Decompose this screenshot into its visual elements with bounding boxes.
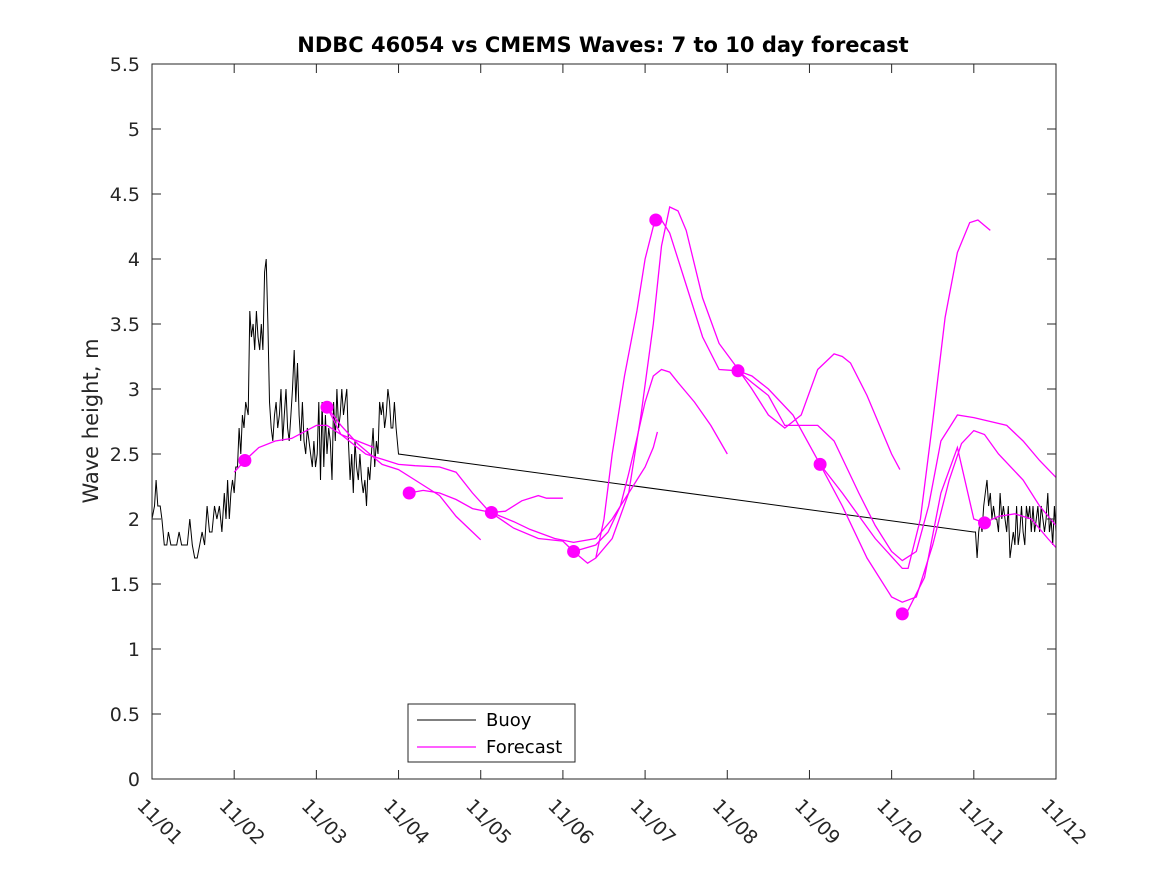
buoy-series-line bbox=[151, 258, 1057, 559]
forecast-marker-3 bbox=[402, 486, 416, 500]
y-tick-label: 5.5 bbox=[110, 54, 140, 76]
y-tick-label: 1 bbox=[128, 639, 140, 661]
forecast-marker-9 bbox=[895, 607, 909, 621]
y-tick-label: 5 bbox=[128, 119, 140, 141]
forecast-line-9 bbox=[737, 370, 1057, 603]
forecast-line-7 bbox=[573, 219, 1057, 565]
forecast-marker-2 bbox=[320, 400, 334, 414]
forecast-marker-6 bbox=[649, 213, 663, 227]
forecast-line-3 bbox=[326, 406, 575, 552]
forecast-line-1 bbox=[233, 424, 375, 473]
forecast-marker-10 bbox=[978, 516, 991, 530]
legend-label-forecast: Forecast bbox=[486, 737, 562, 758]
forecast-line-8 bbox=[595, 206, 901, 559]
plot-area bbox=[151, 64, 1057, 779]
legend-label-buoy: Buoy bbox=[486, 710, 532, 731]
forecast-marker-4 bbox=[484, 506, 498, 519]
legend: Buoy Forecast bbox=[407, 703, 576, 763]
legend-box bbox=[407, 703, 576, 763]
chart-title: NDBC 46054 vs CMEMS Waves: 7 to 10 day f… bbox=[297, 33, 908, 57]
forecast-line-2 bbox=[326, 406, 482, 541]
y-tick-label: 4.5 bbox=[110, 184, 140, 206]
forecast-marker-8 bbox=[813, 457, 827, 471]
forecast-line-10 bbox=[819, 219, 991, 570]
forecast-line-5 bbox=[491, 431, 659, 544]
forecast-marker-1 bbox=[238, 454, 252, 467]
plot-background bbox=[152, 64, 1056, 779]
y-axis-label: Wave height, m bbox=[79, 338, 103, 503]
forecast-marker-5 bbox=[567, 545, 581, 558]
y-tick-label: 3 bbox=[128, 379, 140, 401]
y-tick-label: 1.5 bbox=[110, 574, 140, 596]
forecast-line-6 bbox=[573, 368, 728, 553]
y-tick-label: 3.5 bbox=[110, 314, 140, 336]
forecast-marker-7 bbox=[731, 364, 745, 378]
y-tick-label: 2.5 bbox=[110, 444, 140, 466]
y-tick-label: 4 bbox=[128, 249, 140, 271]
y-tick-label: 2 bbox=[128, 509, 140, 531]
y-tick-label: 0 bbox=[128, 769, 140, 791]
y-tick-label: 0.5 bbox=[110, 704, 140, 726]
plot-frame bbox=[151, 63, 1057, 780]
